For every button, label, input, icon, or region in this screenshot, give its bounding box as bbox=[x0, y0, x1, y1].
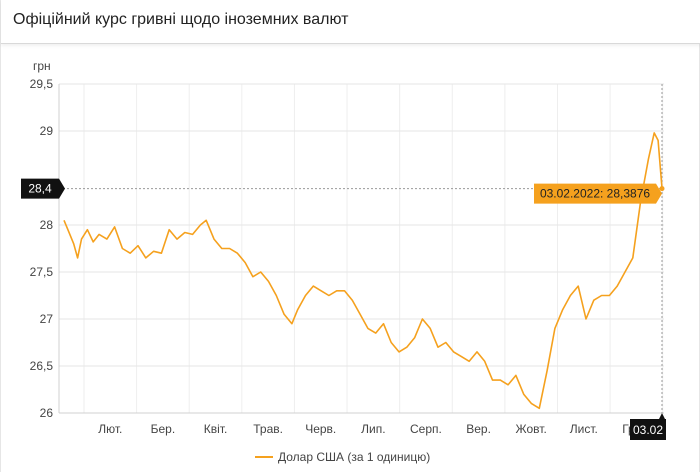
series-end-point bbox=[659, 186, 665, 192]
chart-header: Офіційний курс гривні щодо іноземних вал… bbox=[1, 0, 700, 44]
page-title: Офіційний курс гривні щодо іноземних вал… bbox=[13, 11, 349, 28]
y-tick-label: 27,5 bbox=[30, 265, 54, 279]
crosshair-x-badge bbox=[630, 413, 666, 440]
x-tick-label: Серп. bbox=[410, 422, 442, 436]
y-tick-label: 26,5 bbox=[30, 359, 54, 373]
x-tick-label: Трав. bbox=[253, 422, 283, 436]
tooltip-text: 03.02.2022: 28,3876 bbox=[540, 187, 650, 201]
x-tick-label: Лип. bbox=[361, 422, 385, 436]
series-line bbox=[63, 132, 663, 410]
x-tick-label: Лист. bbox=[570, 422, 598, 436]
y-tick-label: 27 bbox=[40, 312, 54, 326]
crosshair-y-label: 28,4 bbox=[28, 182, 52, 196]
x-tick-label: Вер. bbox=[466, 422, 491, 436]
y-tick-label: 29 bbox=[40, 124, 54, 138]
crosshair-y-badge bbox=[21, 178, 65, 199]
y-tick-label: 29,5 bbox=[30, 77, 54, 91]
x-tick-label: Лют. bbox=[98, 422, 122, 436]
legend-label: Долар США (за 1 одиницю) bbox=[278, 450, 430, 464]
tooltip-box bbox=[534, 183, 662, 204]
crosshair-x-label: 03.02 bbox=[633, 423, 663, 437]
x-tick-label: Квіт. bbox=[204, 422, 228, 436]
x-tick-label: Черв. bbox=[305, 422, 336, 436]
y-tick-label: 28 bbox=[40, 218, 54, 232]
y-tick-label: 26 bbox=[40, 406, 54, 420]
x-tick-label: Бер. bbox=[151, 422, 176, 436]
y-axis-unit-label: грн bbox=[33, 59, 51, 73]
x-tick-label: Жовт. bbox=[516, 422, 547, 436]
